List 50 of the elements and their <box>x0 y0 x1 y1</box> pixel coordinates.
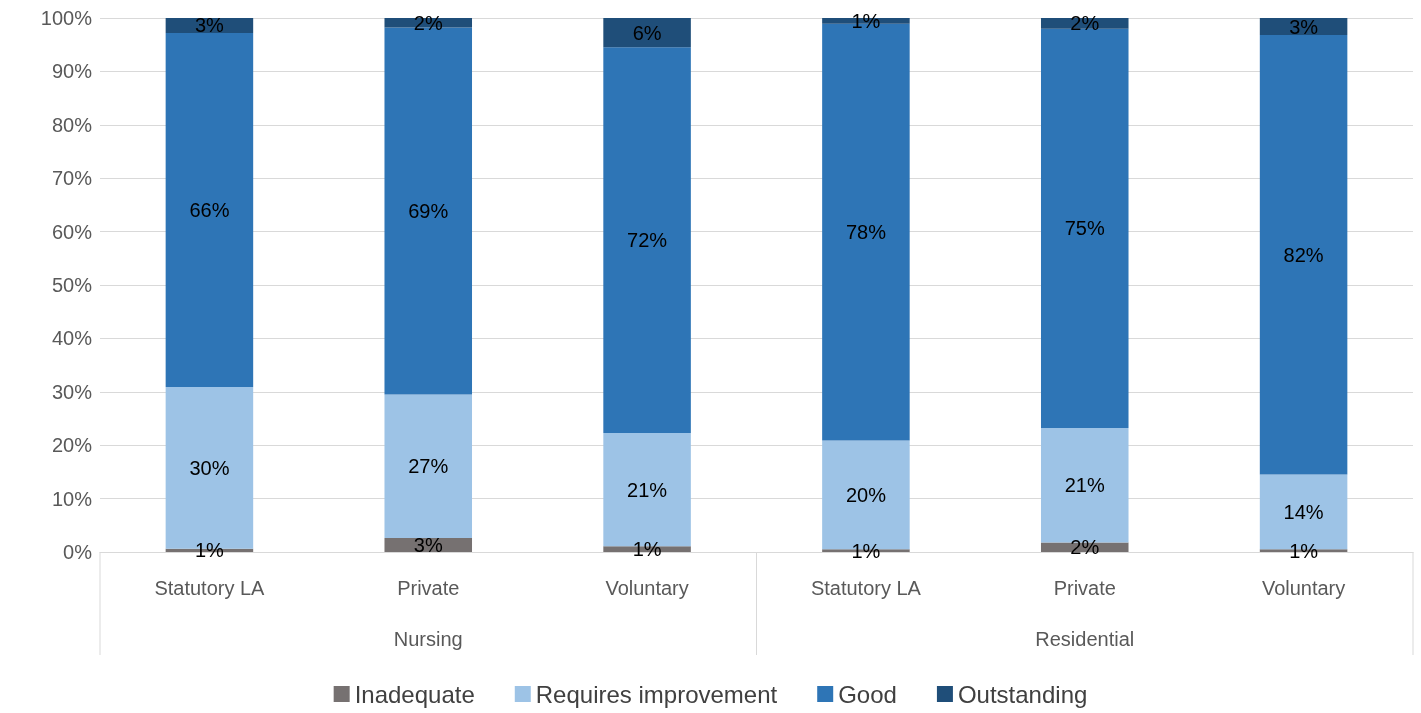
y-tick-label: 50% <box>51 274 93 296</box>
data-label: 3% <box>413 534 443 557</box>
y-tick-label: 90% <box>51 60 93 83</box>
data-label: 82% <box>1283 243 1324 266</box>
y-tick-label: 10% <box>51 487 93 510</box>
bar <box>603 47 691 433</box>
data-label: 1% <box>851 539 881 562</box>
bar <box>1259 35 1348 475</box>
y-tick-label: 80% <box>51 113 93 136</box>
y-tick-label: 70% <box>51 167 93 190</box>
x-tick-label: Private <box>397 577 460 599</box>
data-label: 72% <box>627 229 668 252</box>
y-tick-label: 0% <box>63 541 93 563</box>
legend-label: Outstanding <box>957 680 1088 708</box>
data-label: 3% <box>1289 15 1319 38</box>
data-label: 75% <box>1064 217 1105 240</box>
data-label: 14% <box>1283 500 1324 523</box>
x-tick-label: Voluntary <box>605 577 689 599</box>
x-tick-label: Statutory LA <box>810 577 922 599</box>
data-label: 2% <box>1070 12 1100 35</box>
data-label: 6% <box>632 21 662 44</box>
text: Residential <box>1035 628 1135 650</box>
bar <box>165 32 254 387</box>
x-tick-label: Statutory LA <box>154 577 266 599</box>
data-label: 27% <box>408 455 449 478</box>
data-label: 66% <box>189 198 230 221</box>
bar <box>603 18 691 48</box>
x-tick-label: Private <box>1053 577 1116 599</box>
data-label: 1% <box>194 539 225 562</box>
legend-label: Requires improvement <box>535 680 778 708</box>
data-label: 69% <box>408 200 449 223</box>
legend-label: Inadequate <box>354 680 475 708</box>
data-label: 20% <box>845 483 887 506</box>
y-tick-label: 40% <box>51 327 93 350</box>
text: Nursing <box>393 628 463 650</box>
data-label: 78% <box>845 221 887 244</box>
data-label: 21% <box>627 478 668 501</box>
legend-label: Good <box>838 680 897 708</box>
y-tick-label: 60% <box>51 220 93 243</box>
data-label: 1% <box>1289 539 1319 562</box>
x-tick-label: Voluntary <box>1261 577 1346 599</box>
bar <box>1040 28 1129 429</box>
y-tick-label: 20% <box>51 434 93 457</box>
data-label: 30% <box>189 456 230 479</box>
y-tick-label: 30% <box>51 380 93 403</box>
bar <box>384 394 473 539</box>
data-label: 21% <box>1064 474 1105 497</box>
data-label: 3% <box>194 14 225 37</box>
data-label: 2% <box>413 11 443 34</box>
y-tick-label: 100% <box>40 7 93 29</box>
